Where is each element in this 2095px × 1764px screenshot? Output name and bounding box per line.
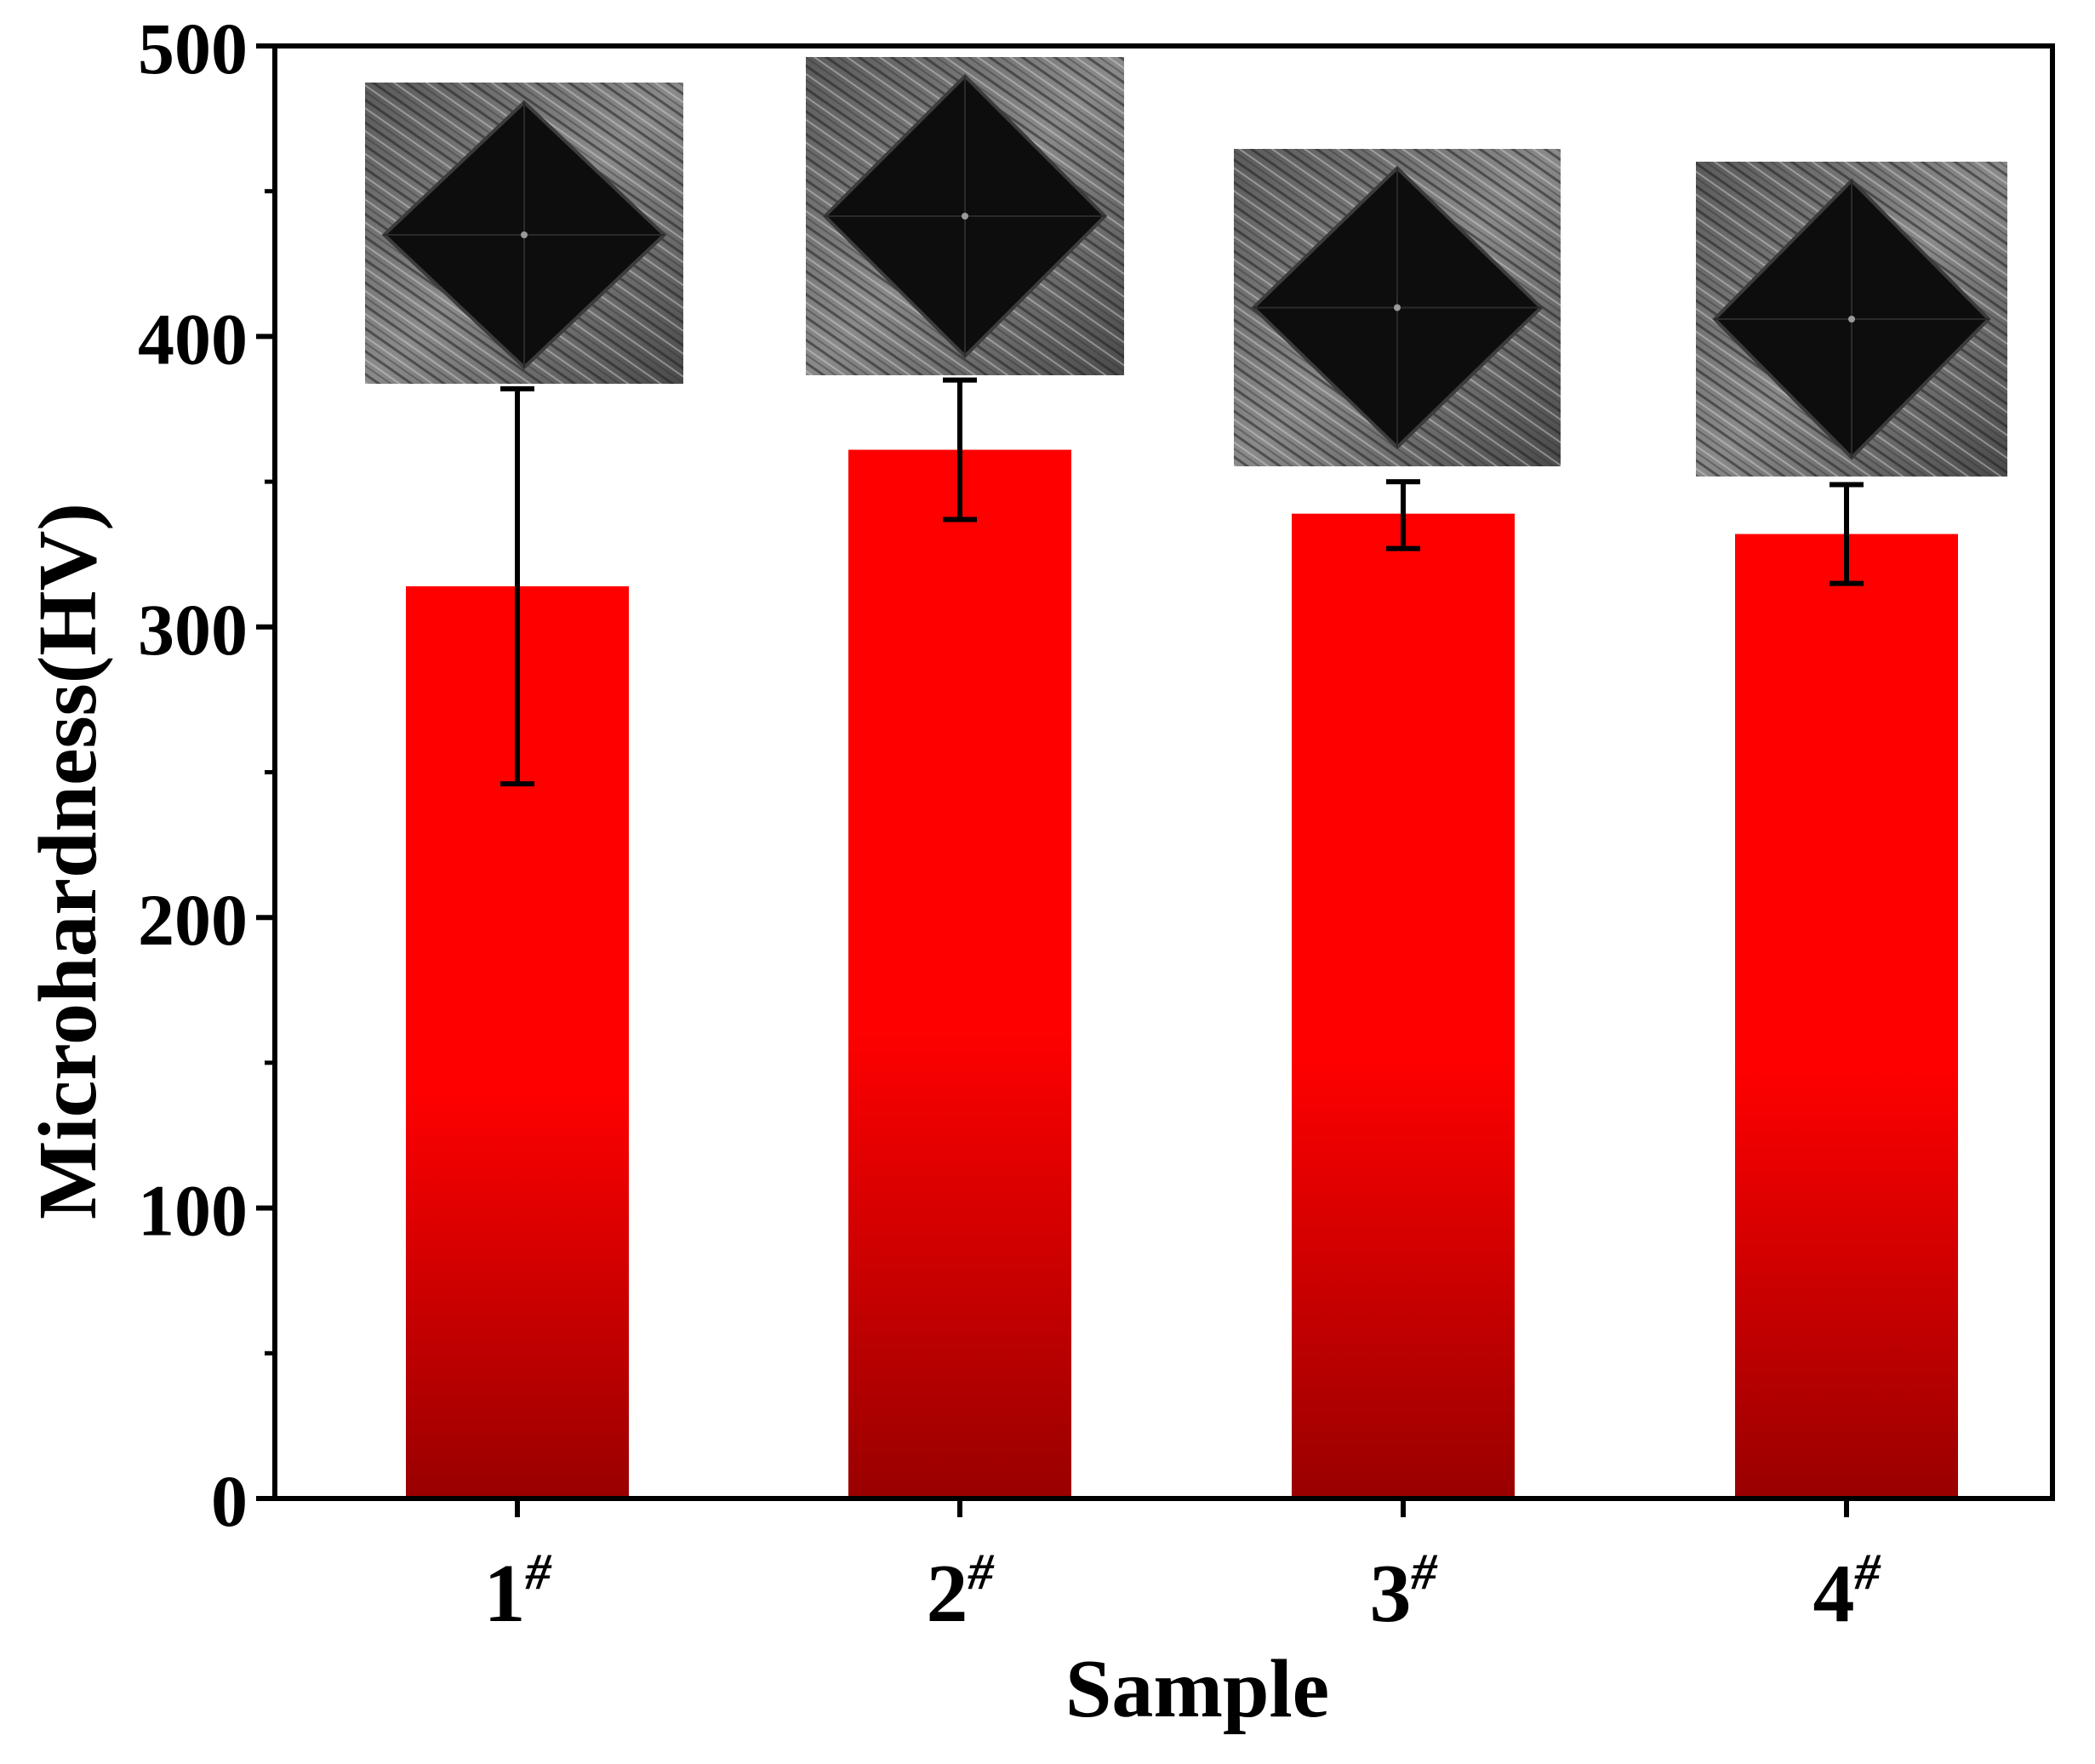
axes: 0 100 200 300 400 500 1# 2# 3# 4# xyxy=(138,8,2055,1640)
x-tick-label-2: 2# xyxy=(927,1544,996,1640)
indentation-micrograph-2 xyxy=(806,57,1124,375)
y-tick-label: 400 xyxy=(138,298,248,380)
x-tick-label-4: 4# xyxy=(1813,1544,1882,1640)
x-tick-label-3: 3# xyxy=(1370,1544,1439,1640)
error-bar-1 xyxy=(500,385,534,787)
x-axis-title: Sample xyxy=(1065,1643,1329,1735)
y-tick-label: 300 xyxy=(138,589,248,671)
error-bar-3 xyxy=(1386,479,1420,551)
indentation-micrograph-3 xyxy=(1234,149,1561,466)
y-axis-title: Microhardness(HV) xyxy=(22,503,114,1219)
bar-3 xyxy=(1292,513,1515,1499)
inset-micrographs xyxy=(365,57,2007,477)
indentation-micrograph-1 xyxy=(365,83,683,384)
bars xyxy=(406,449,1958,1499)
bar-2 xyxy=(848,449,1071,1499)
indentation-micrograph-4 xyxy=(1696,162,2007,477)
y-tick-label: 0 xyxy=(211,1460,248,1542)
x-tick-label-1: 1# xyxy=(484,1544,553,1640)
y-tick-label: 100 xyxy=(138,1170,248,1252)
error-bars xyxy=(500,377,1864,787)
error-bar-2 xyxy=(943,377,977,522)
error-bar-4 xyxy=(1830,482,1864,586)
bar-4 xyxy=(1735,534,1958,1499)
y-tick-label: 500 xyxy=(138,8,248,89)
y-tick-label: 200 xyxy=(138,879,248,961)
